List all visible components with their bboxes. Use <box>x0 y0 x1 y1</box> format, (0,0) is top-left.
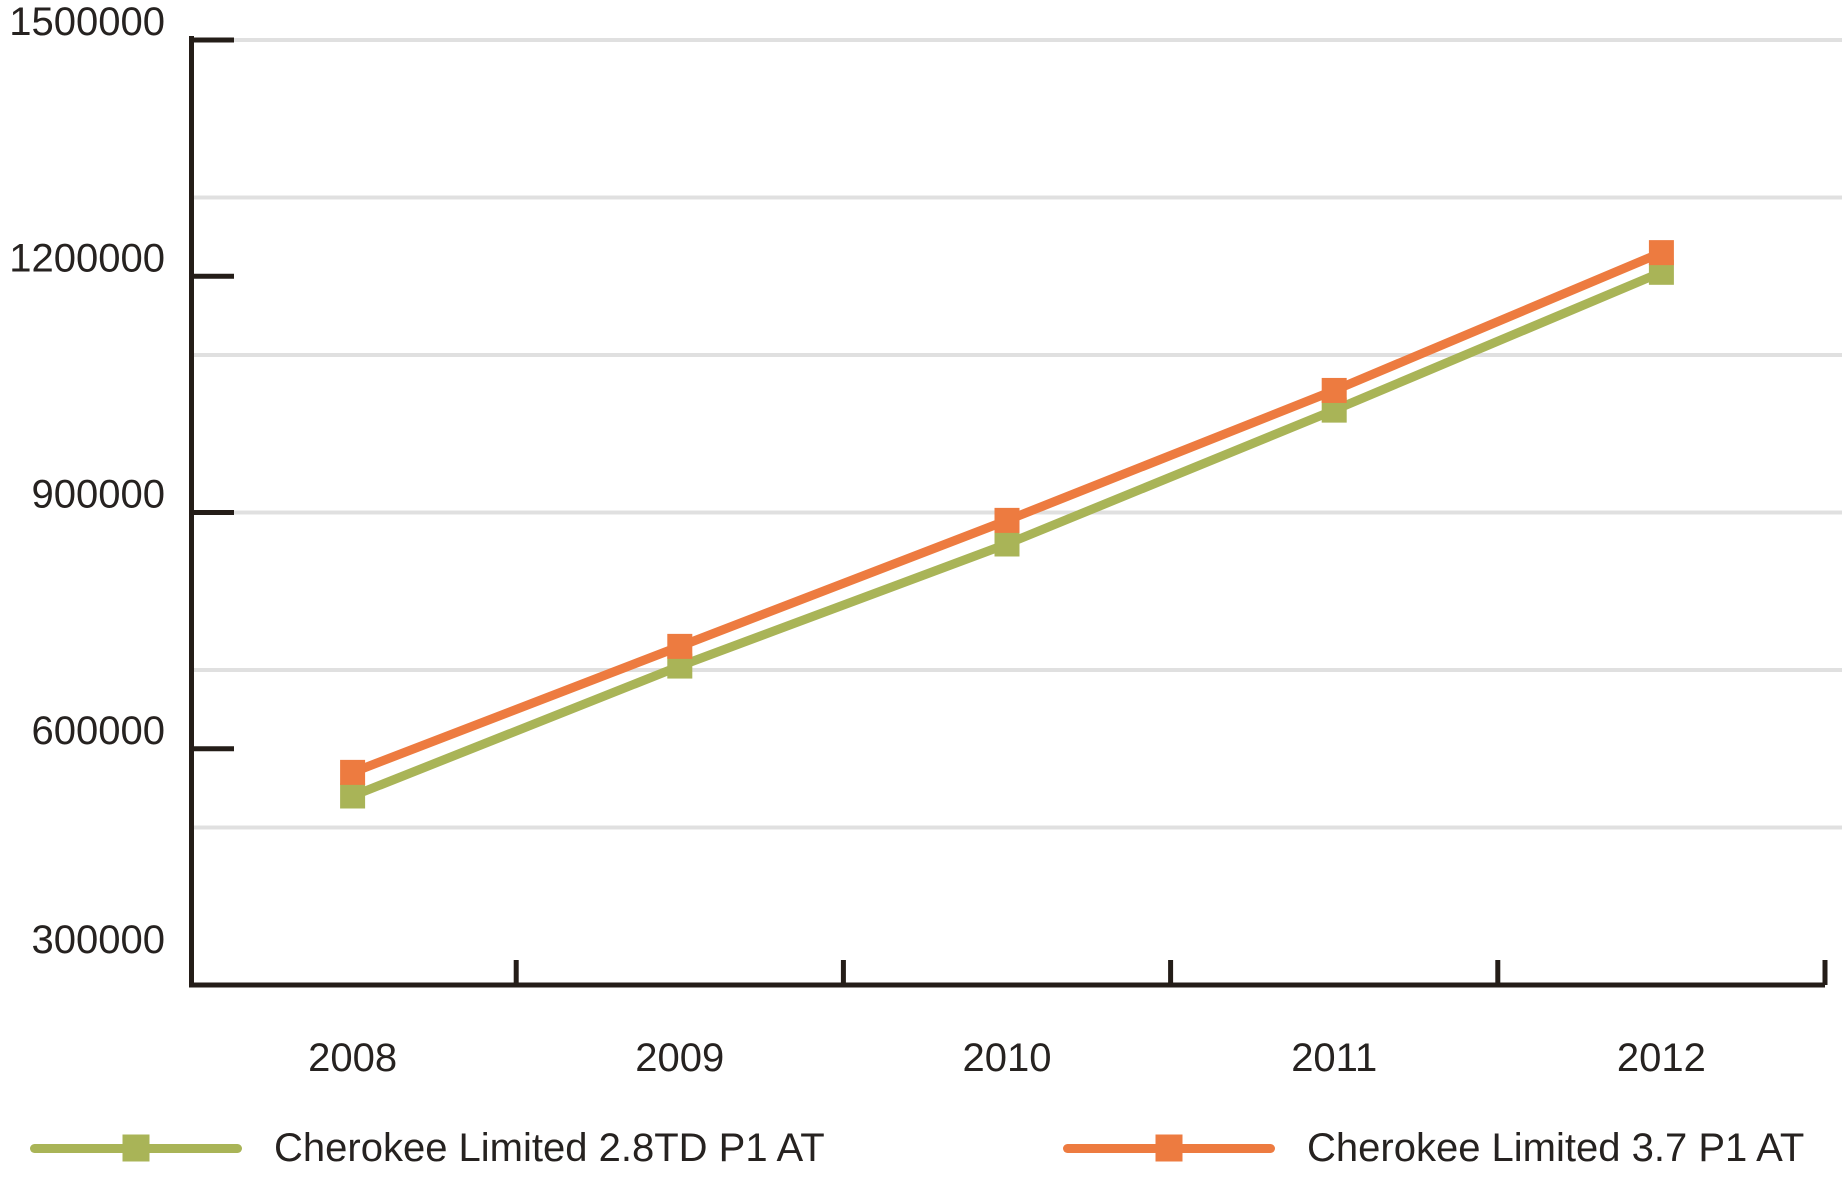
data-point-marker-2010 <box>994 507 1020 533</box>
x-axis-label: 2009 <box>635 1036 724 1080</box>
x-axis-label: 2010 <box>963 1036 1052 1080</box>
legend-line-sample-green <box>30 1130 242 1166</box>
y-axis-label: 1500000 <box>9 0 165 44</box>
legend-label: Cherokee Limited 3.7 P1 AT <box>1307 1126 1805 1170</box>
legend-line-sample-orange <box>1063 1130 1275 1166</box>
x-axis-label: 2012 <box>1617 1036 1706 1080</box>
y-axis-label: 1200000 <box>9 236 165 280</box>
data-point-marker-2008 <box>340 783 366 809</box>
data-point-marker-2011 <box>1321 377 1347 403</box>
y-axis-label: 900000 <box>32 473 165 517</box>
y-axis-label: 600000 <box>32 709 165 753</box>
chart-legend: Cherokee Limited 2.8TD P1 AT Cherokee Li… <box>0 1116 1842 1180</box>
legend-square-marker-green <box>122 1134 150 1162</box>
y-axis-label: 300000 <box>32 918 165 962</box>
data-point-marker-2010 <box>994 531 1020 557</box>
x-axis-label: 2008 <box>308 1036 397 1080</box>
data-point-marker-2009 <box>667 633 693 659</box>
legend-label: Cherokee Limited 2.8TD P1 AT <box>274 1126 825 1170</box>
x-axis-label: 2011 <box>1291 1036 1377 1080</box>
legend-square-marker-orange <box>1155 1134 1183 1162</box>
legend-item-cherokee-28td: Cherokee Limited 2.8TD P1 AT <box>30 1116 825 1180</box>
data-point-marker-2012 <box>1648 240 1674 266</box>
data-point-marker-2008 <box>340 759 366 785</box>
legend-item-cherokee-37: Cherokee Limited 3.7 P1 AT <box>1063 1116 1804 1180</box>
